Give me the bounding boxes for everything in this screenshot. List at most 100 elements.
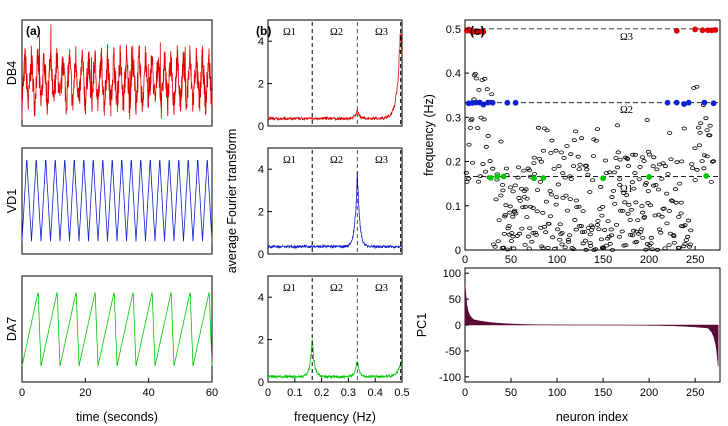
- tick-label: 0.2: [314, 387, 329, 399]
- omega-label: Ω2: [330, 283, 343, 294]
- neuron-point: [482, 169, 489, 174]
- neuron-point: [580, 241, 586, 246]
- neuron-point: [599, 245, 606, 250]
- neuron-point: [506, 224, 512, 228]
- panel-a-frame-vd1: [21, 147, 213, 255]
- neuron-point: [559, 242, 565, 247]
- neuron-point: [564, 144, 570, 148]
- neuron-point: [522, 205, 528, 209]
- omega-label: Ω2: [620, 105, 633, 116]
- neuron-point: [641, 159, 647, 163]
- neuron-point: [529, 239, 535, 244]
- neuron-point: [694, 167, 700, 172]
- neuron-point: [519, 226, 525, 231]
- neuron-point: [689, 166, 696, 171]
- neuron-point: [685, 234, 691, 239]
- neuron-point: [487, 159, 493, 163]
- neuron-point: [568, 152, 574, 157]
- neuron-point: [588, 223, 594, 228]
- neuron-point: [629, 180, 636, 185]
- neuron-point: [564, 208, 571, 213]
- neuron-point: [540, 148, 547, 153]
- neuron-point: [536, 156, 543, 161]
- neuron-point: [510, 214, 516, 219]
- neuron-point-green: [531, 175, 537, 182]
- tick-label: 2: [258, 79, 264, 91]
- neuron-point: [658, 230, 664, 235]
- tick-label: 4: [258, 164, 264, 176]
- neuron-point: [578, 136, 585, 141]
- neuron-point: [688, 228, 694, 233]
- neuron-point: [478, 115, 484, 120]
- neuron-point: [550, 235, 556, 240]
- neuron-point: [566, 233, 573, 238]
- neuron-point: [604, 236, 611, 241]
- neuron-point: [638, 227, 644, 232]
- neuron-point: [541, 224, 548, 229]
- trace-da7: [21, 292, 213, 367]
- neuron-point: [499, 182, 506, 187]
- omega-label: Ω2: [330, 155, 343, 166]
- neuron-point: [561, 156, 567, 160]
- tick-label: 2: [258, 207, 264, 219]
- neuron-point-blue: [504, 99, 511, 106]
- neuron-point: [628, 207, 634, 212]
- neuron-point: [664, 221, 670, 226]
- tick-label: 250: [686, 254, 704, 266]
- neuron-point: [615, 150, 621, 155]
- tick-label: 4: [258, 292, 264, 304]
- neuron-point: [678, 211, 684, 216]
- neuron-point: [635, 218, 641, 223]
- neuron-point: [501, 231, 507, 236]
- neuron-point: [594, 127, 601, 132]
- neuron-point: [654, 167, 660, 172]
- neuron-point: [667, 131, 673, 135]
- neuron-point: [631, 228, 637, 233]
- neuron-point: [543, 230, 549, 235]
- neuron-point: [593, 138, 600, 143]
- panel-b-label: (b): [256, 24, 271, 38]
- neuron-point: [704, 128, 710, 132]
- neuron-point: [621, 191, 627, 195]
- neuron-point: [531, 171, 538, 176]
- neuron-point: [549, 138, 555, 143]
- neuron-point: [686, 244, 693, 249]
- panel-b-subplot-top: Ω1 Ω2 Ω3 0 2 4: [258, 22, 403, 133]
- neuron-point: [500, 245, 507, 250]
- neuron-point: [662, 164, 668, 169]
- neuron-point: [645, 201, 651, 205]
- neuron-point: [682, 242, 688, 246]
- neuron-point: [493, 197, 499, 202]
- neuron-point: [482, 76, 488, 81]
- neuron-point: [630, 152, 636, 157]
- panel-b-frame-bottom: [267, 275, 403, 383]
- neuron-point: [581, 229, 588, 234]
- neuron-point: [522, 242, 528, 247]
- neuron-point: [524, 215, 530, 220]
- neuron-point: [617, 177, 623, 182]
- neuron-point: [546, 221, 552, 226]
- neuron-point: [485, 134, 491, 138]
- tick-label: 2: [258, 335, 264, 347]
- neuron-point-blue: [512, 99, 519, 106]
- neuron-point: [685, 218, 692, 223]
- spectrum-line: [267, 339, 403, 380]
- neuron-point: [594, 223, 600, 227]
- neuron-point: [575, 154, 581, 159]
- neuron-point: [614, 123, 620, 128]
- neuron-point: [643, 181, 649, 185]
- neuron-point: [681, 244, 687, 249]
- neuron-point: [534, 209, 540, 214]
- neuron-point: [543, 199, 550, 204]
- neuron-point: [523, 187, 529, 192]
- neuron-point: [704, 154, 710, 159]
- neuron-point: [547, 214, 554, 219]
- neuron-point: [532, 230, 538, 235]
- neuron-point: [662, 246, 668, 251]
- neuron-point-green: [646, 174, 653, 180]
- neuron-point: [510, 234, 516, 239]
- tick-label: 0: [462, 254, 468, 266]
- neuron-point: [634, 239, 640, 244]
- tick-label: 50: [505, 387, 517, 399]
- neuron-point-blue: [664, 99, 671, 106]
